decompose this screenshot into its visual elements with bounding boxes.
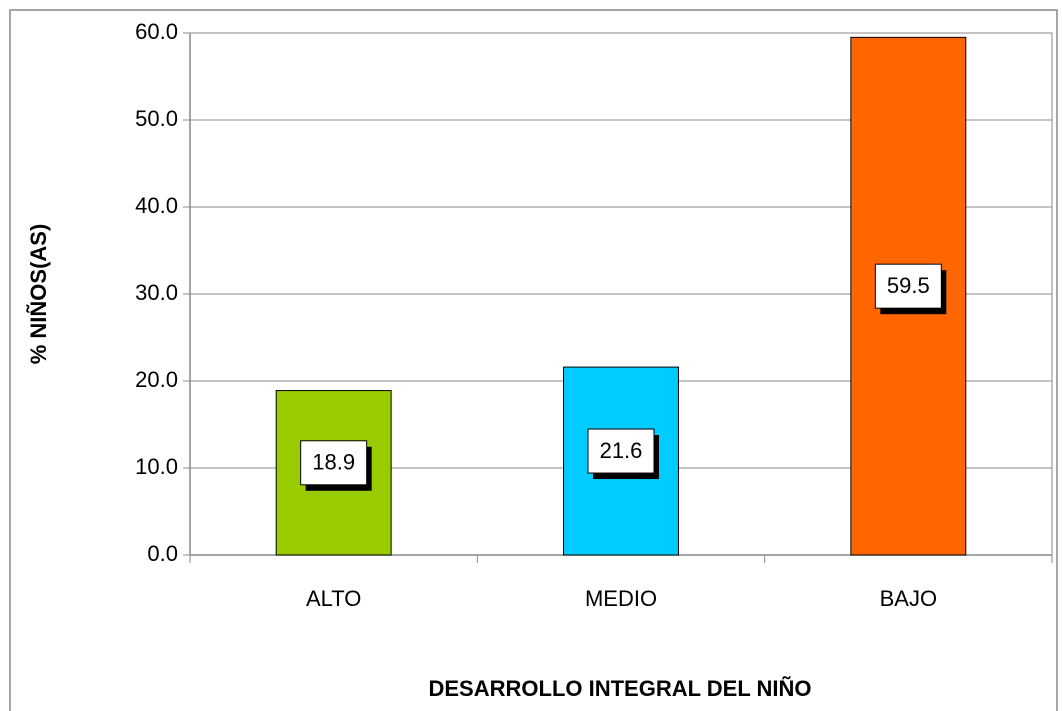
y-tick-label: 10.0 — [135, 454, 178, 479]
data-label: 18.9 — [312, 450, 355, 475]
y-tick-label: 30.0 — [135, 280, 178, 305]
y-tick-label: 20.0 — [135, 367, 178, 392]
y-axis-title: % NIÑOS(AS) — [26, 224, 51, 365]
data-label: 21.6 — [600, 438, 643, 463]
x-axis-title: DESARROLLO INTEGRAL DEL NIÑO — [429, 676, 812, 701]
x-tick-label: BAJO — [880, 586, 937, 611]
data-label-box — [300, 440, 368, 486]
data-label-box — [587, 428, 655, 474]
y-tick-label: 40.0 — [135, 193, 178, 218]
x-tick-label: MEDIO — [585, 586, 657, 611]
y-tick-label: 60.0 — [135, 19, 178, 44]
data-label-box — [874, 263, 942, 309]
y-tick-label: 0.0 — [147, 541, 178, 566]
data-label: 59.5 — [887, 273, 930, 298]
y-tick-label: 50.0 — [135, 106, 178, 131]
x-tick-label: ALTO — [306, 586, 361, 611]
